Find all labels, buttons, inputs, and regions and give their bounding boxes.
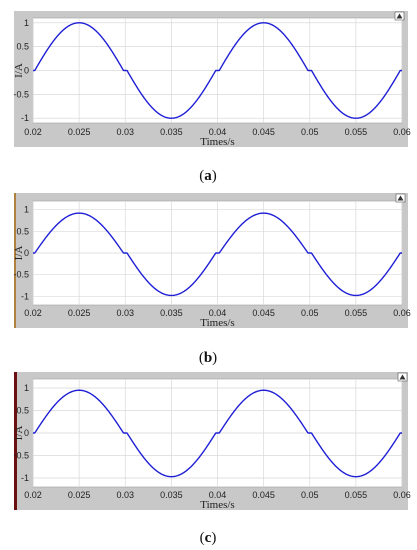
x-tick-label: 0.02 [24, 490, 42, 500]
x-tick-label: 0.025 [68, 490, 91, 500]
x-tick-label: 0.045 [252, 308, 275, 318]
panel-c: (c) 0.02 0.025 0.03 0.035 0.04 0.045 0.05 0.055… [13, 372, 411, 546]
series-line [33, 22, 402, 119]
dock-arrow-icon[interactable] [395, 193, 406, 203]
x-tick-label: 0.05 [301, 490, 319, 500]
x-tick-label: 0.03 [116, 490, 134, 500]
y-tick-label: -1 [21, 473, 29, 483]
y-tick-label: 0.5 [16, 226, 29, 236]
x-axis-label: Times/s [200, 499, 234, 511]
x-tick-label: 0.055 [345, 308, 368, 318]
x-tick-label: 0.04 [209, 308, 227, 318]
series-line [33, 389, 402, 478]
series-line [33, 212, 402, 297]
y-tick-label: 1 [24, 205, 29, 215]
y-axis-label: I/A [13, 246, 25, 261]
dock-arrow-icon[interactable] [397, 372, 408, 382]
y-tick-label: 1 [24, 18, 29, 28]
x-tick-label: 0.025 [68, 127, 91, 137]
x-tick-label: 0.035 [160, 490, 183, 500]
x-tick-label: 0.04 [209, 490, 227, 500]
x-tick-label: 0.05 [301, 127, 319, 137]
x-tick-label: 0.055 [345, 490, 368, 500]
y-tick-label: 0 [24, 66, 29, 76]
y-tick-label: -0.5 [13, 89, 29, 99]
y-tick-label: 0.5 [16, 42, 29, 52]
frame-edge [14, 193, 16, 328]
panel-caption: (c) [200, 530, 217, 546]
y-axis-label: I/A [13, 426, 25, 441]
x-tick-label: 0.045 [252, 127, 275, 137]
x-axis-label: Times/s [200, 317, 234, 329]
x-tick-label: 0.03 [116, 308, 134, 318]
x-tick-label: 0.035 [160, 127, 183, 137]
y-tick-label: 0 [24, 428, 29, 438]
y-tick-label: 1 [24, 383, 29, 393]
x-tick-label: 0.02 [24, 308, 42, 318]
panel-caption: (b) [199, 350, 217, 366]
x-tick-label: 0.045 [252, 490, 275, 500]
x-tick-label: 0.06 [393, 127, 411, 137]
y-tick-label: -0.5 [13, 270, 29, 280]
y-tick-label: 0.5 [16, 406, 29, 416]
x-tick-label: 0.06 [393, 490, 411, 500]
y-tick-label: -1 [21, 291, 29, 301]
y-tick-label: -1 [21, 113, 29, 123]
x-tick-label: 0.04 [209, 127, 227, 137]
dock-arrow-icon[interactable] [394, 11, 405, 21]
frame-edge [14, 372, 17, 510]
x-tick-label: 0.03 [116, 127, 134, 137]
y-tick-label: 0 [24, 248, 29, 258]
x-axis-label: Times/s [200, 136, 234, 148]
panel-b: (b) 0.02 0.025 0.03 0.035 0.04 0.045 0.05 0.055… [13, 193, 411, 366]
panel-a: (a) 0.02 0.025 0.03 0.035 0.04 0.045 0.05 0.055… [13, 11, 411, 184]
x-tick-label: 0.02 [24, 127, 42, 137]
x-tick-label: 0.025 [68, 308, 91, 318]
x-tick-label: 0.05 [301, 308, 319, 318]
panel-caption: (a) [199, 168, 217, 184]
x-tick-label: 0.055 [345, 127, 368, 137]
x-tick-label: 0.035 [160, 308, 183, 318]
y-tick-label: -0.5 [13, 451, 29, 461]
y-axis-label: I/A [13, 63, 25, 78]
x-tick-label: 0.06 [393, 308, 411, 318]
